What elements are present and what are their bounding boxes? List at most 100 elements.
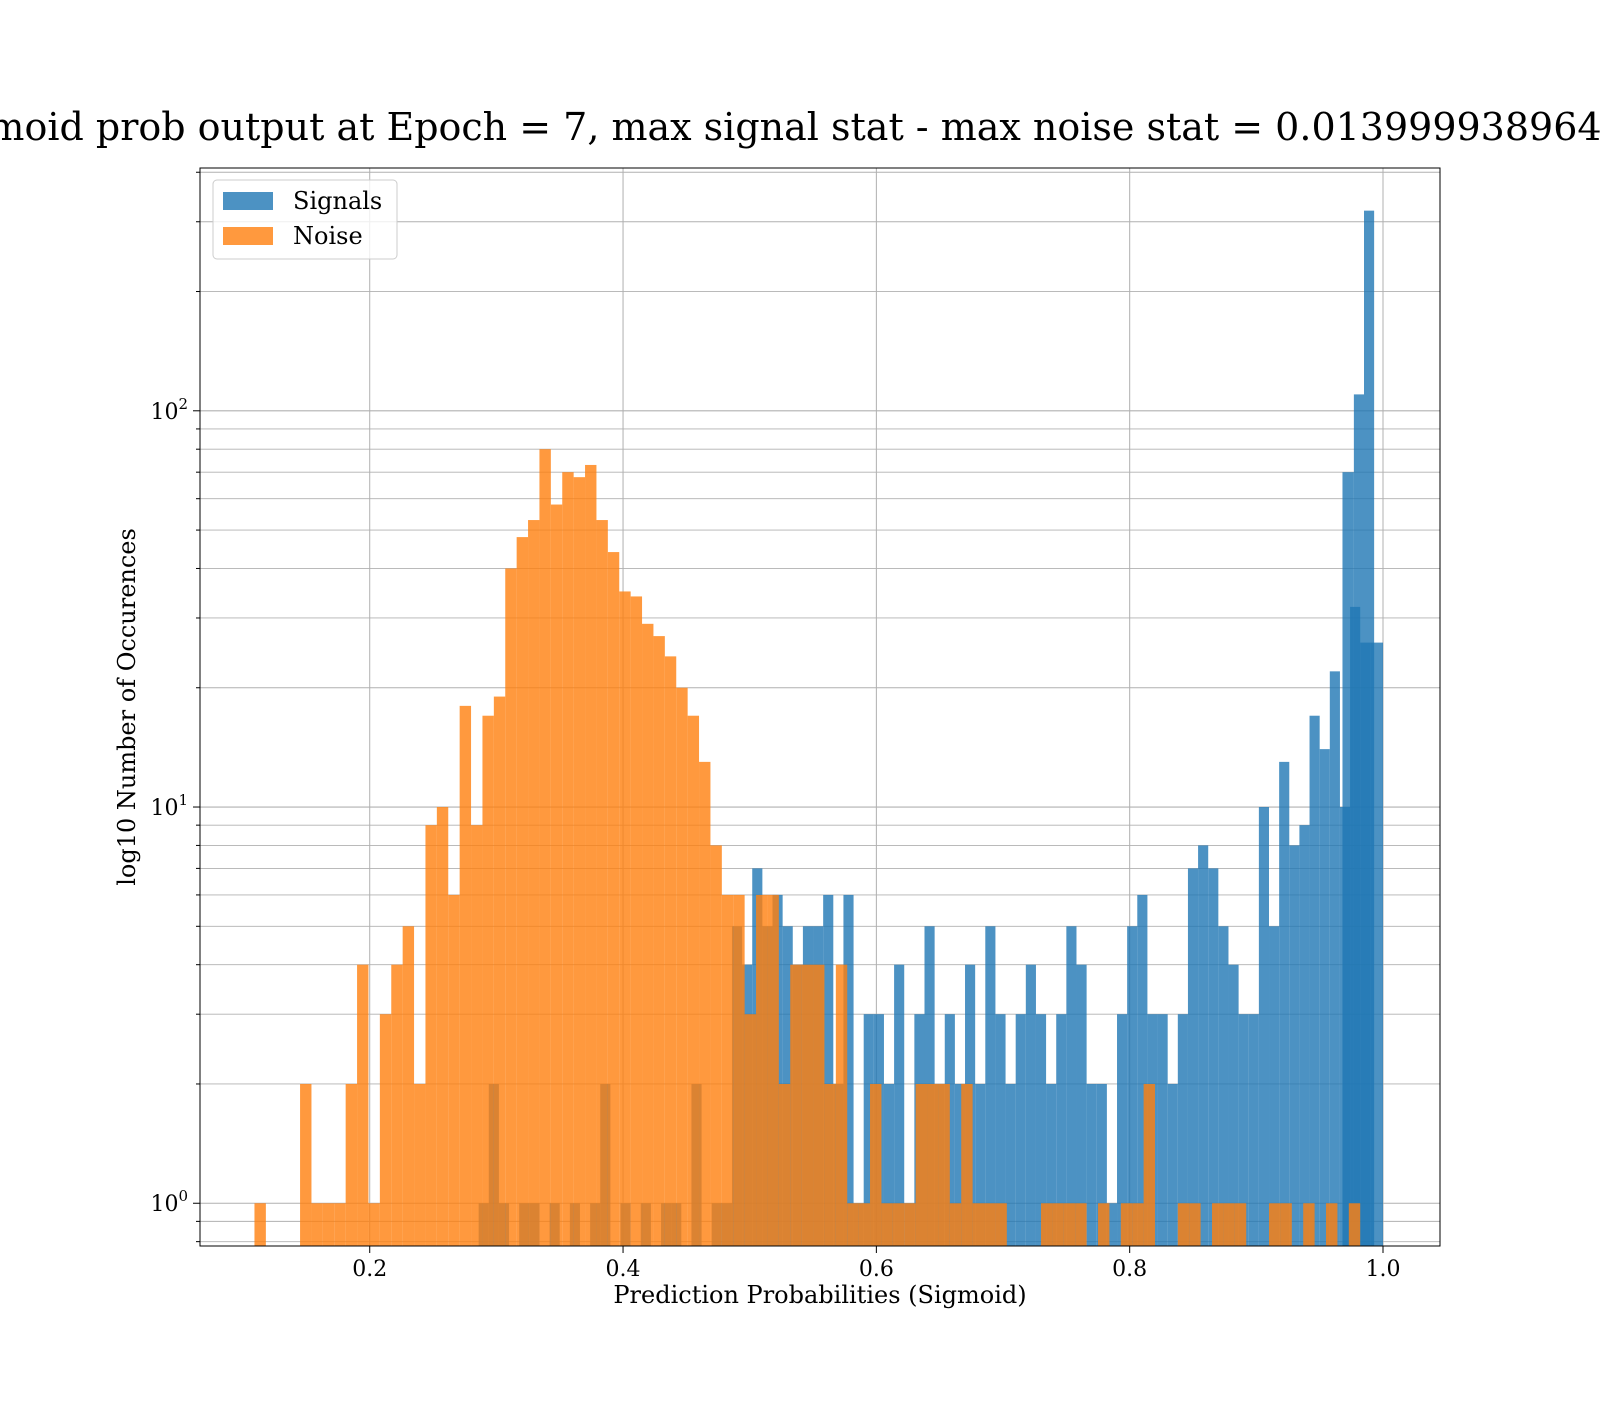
- histogram-bar: [630, 596, 643, 1246]
- histogram-bar: [894, 964, 905, 1246]
- histogram-bar: [505, 568, 517, 1246]
- histogram-bar: [1076, 964, 1087, 1246]
- x-tick-label: 0.8: [1112, 1257, 1147, 1282]
- histogram-bar: [1177, 1203, 1190, 1246]
- histogram-bar: [322, 1203, 335, 1246]
- y-tick-label: 102: [150, 395, 188, 425]
- histogram-bar: [927, 1083, 939, 1246]
- histogram-bar: [516, 537, 529, 1246]
- histogram-bar: [1326, 1203, 1338, 1246]
- histogram-bar: [790, 964, 802, 1246]
- histogram-bar: [1269, 926, 1280, 1246]
- histogram-bar: [562, 472, 574, 1246]
- y-tick-exponent: 0: [178, 1187, 188, 1205]
- y-tick-base: 10: [150, 1192, 178, 1217]
- histogram-bar: [402, 926, 415, 1246]
- x-tick-label: 0.4: [606, 1257, 641, 1282]
- histogram-bar: [904, 1203, 916, 1246]
- histogram-bar: [813, 964, 825, 1246]
- histogram-bar: [1063, 1203, 1076, 1246]
- histogram-bar: [1258, 807, 1270, 1246]
- histogram-bar: [459, 705, 472, 1246]
- histogram-bar: [744, 1014, 757, 1246]
- histogram-bar: [1132, 1203, 1144, 1246]
- histogram-bar: [1303, 1203, 1315, 1246]
- histogram-bar: [1137, 894, 1148, 1246]
- histogram-bar: [1025, 964, 1036, 1246]
- histogram-bar: [778, 1083, 791, 1246]
- histogram-bar: [1309, 715, 1320, 1246]
- histogram-bar: [1177, 1014, 1188, 1246]
- histogram-bar: [1212, 1203, 1224, 1246]
- histogram-bar: [699, 761, 711, 1246]
- histogram-bar: [1096, 1083, 1107, 1246]
- histogram-bar: [357, 964, 369, 1246]
- histogram-bar: [436, 807, 449, 1246]
- histogram-bar: [1167, 1083, 1178, 1246]
- y-axis-label: log10 Number of Occurences: [113, 528, 141, 886]
- x-tick-label: 0.6: [859, 1257, 894, 1282]
- histogram-bar: [756, 894, 768, 1246]
- legend-label-signals: Signals: [293, 187, 382, 215]
- histogram-bar: [1056, 1014, 1067, 1246]
- histogram-bar: [1015, 1014, 1026, 1246]
- histogram-bar: [949, 1203, 962, 1246]
- histogram-bar: [1279, 761, 1290, 1246]
- histogram-bar: [1046, 1083, 1057, 1246]
- histogram-bar: [985, 926, 996, 1246]
- histogram-bar: [847, 1203, 859, 1246]
- histogram-bar: [1218, 926, 1229, 1246]
- x-tick-label: 0.2: [352, 1257, 387, 1282]
- histogram-bar: [1086, 1083, 1097, 1246]
- histogram-bar: [938, 1083, 950, 1246]
- histogram-bar: [619, 591, 631, 1246]
- histogram-bar: [1117, 1014, 1128, 1246]
- histogram-bar: [368, 1203, 380, 1246]
- histogram-bar: [1041, 1203, 1053, 1246]
- histogram-bar: [870, 1083, 882, 1246]
- histogram-bar: [1198, 845, 1209, 1246]
- histogram-bar: [414, 1083, 426, 1246]
- histogram-bar: [1342, 472, 1354, 1246]
- histogram-bar: [448, 894, 460, 1246]
- histogram-bar: [1157, 1014, 1168, 1246]
- histogram-bar: [984, 1203, 996, 1246]
- histogram-bar: [1120, 1203, 1133, 1246]
- histogram-bar: [596, 520, 608, 1246]
- histogram-bar: [676, 687, 688, 1246]
- histogram-bar: [1289, 845, 1300, 1246]
- histogram-bar: [972, 1203, 985, 1246]
- histogram-bar: [664, 656, 677, 1246]
- series-noise: [254, 449, 1361, 1247]
- histogram-bar: [1106, 1203, 1118, 1246]
- histogram-bar: [653, 636, 665, 1246]
- histogram-bar: [1005, 1083, 1016, 1246]
- histogram-bar: [954, 1083, 966, 1246]
- histogram-bar: [975, 1083, 986, 1246]
- y-tick-base: 10: [150, 400, 178, 425]
- histogram-bar: [425, 825, 437, 1246]
- histogram-bar: [1127, 926, 1138, 1246]
- histogram-bar: [528, 520, 540, 1246]
- histogram-bar: [573, 477, 586, 1246]
- y-tick-exponent: 1: [178, 791, 188, 809]
- histogram-bar: [1228, 964, 1239, 1246]
- legend: Signals Noise: [212, 179, 398, 260]
- histogram-bar: [482, 715, 494, 1246]
- histogram-bar: [710, 845, 722, 1246]
- histogram-bar: [607, 552, 620, 1246]
- histogram-bar: [823, 894, 834, 1246]
- plot-frame: [199, 167, 1441, 1247]
- histogram-bar: [687, 715, 700, 1246]
- histogram-bar: [254, 1203, 266, 1246]
- legend-swatch-signals: [223, 192, 273, 210]
- histogram-bar: [1269, 1203, 1281, 1246]
- histogram-bar: [1353, 394, 1365, 1246]
- histogram-bar: [1143, 1083, 1156, 1246]
- histogram-bar: [1208, 868, 1219, 1246]
- histogram-bar: [539, 449, 551, 1246]
- histogram-bar: [1238, 1014, 1249, 1246]
- histogram-bar: [858, 1203, 871, 1246]
